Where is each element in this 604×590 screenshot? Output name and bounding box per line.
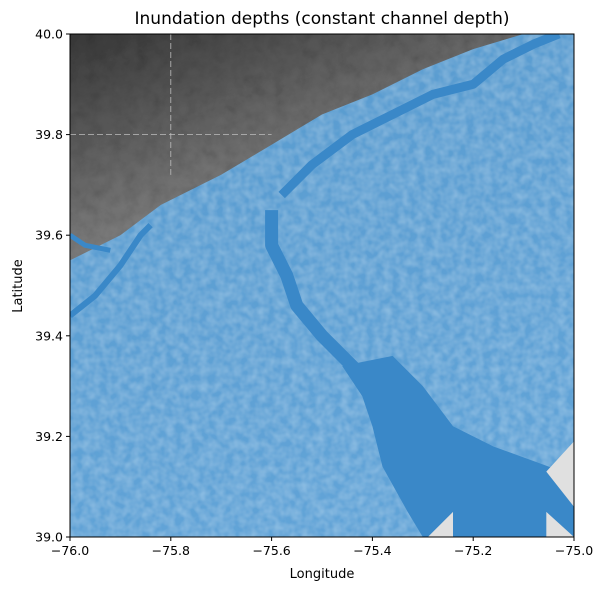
map-raster [70, 34, 574, 537]
y-axis-ticks: 39.0 39.2 39.4 39.6 39.8 40.0 [35, 27, 70, 545]
tributary-northwest [70, 233, 111, 253]
x-axis-ticks: −76.0 −75.8 −75.6 −75.4 −75.2 −75.0 [51, 537, 593, 558]
chart-title: Inundation depths (constant channel dept… [135, 9, 510, 29]
y-tick-label: 39.4 [35, 328, 63, 343]
y-tick-label: 39.8 [35, 127, 63, 142]
nodata-wedge-south-east [546, 511, 574, 537]
tributary-west [70, 222, 153, 319]
x-tick-label: −76.0 [51, 543, 89, 558]
nodata-wedge-east [546, 441, 574, 507]
inundation-extent [70, 34, 574, 537]
plot-frame [69, 33, 575, 538]
x-tick-label: −75.0 [555, 543, 593, 558]
x-tick-label: −75.2 [454, 543, 492, 558]
x-tick-label: −75.4 [353, 543, 391, 558]
x-axis-label: Longitude [290, 567, 355, 582]
y-tick-label: 39.6 [35, 228, 63, 243]
x-tick-label: −75.6 [252, 543, 290, 558]
inundation-lowland [70, 34, 574, 537]
river-channel-upper [278, 34, 561, 199]
y-tick-label: 39.0 [35, 530, 63, 545]
y-axis-label: Latitude [11, 259, 26, 313]
delaware-bay [342, 355, 574, 537]
y-tick-label: 39.2 [35, 429, 63, 444]
y-tick-label: 40.0 [35, 27, 63, 42]
nodata-wedge-south-west [427, 511, 453, 537]
x-tick-label: −75.8 [152, 543, 190, 558]
